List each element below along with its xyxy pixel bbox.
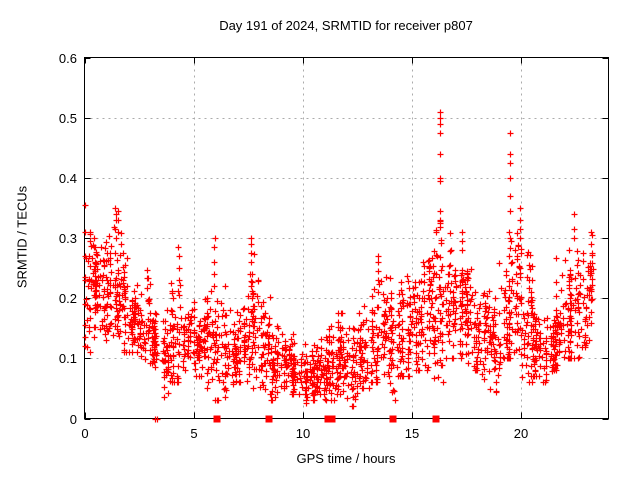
- flag-square-marker: [324, 415, 332, 423]
- flag-square-marker: [265, 415, 273, 423]
- y-tick-label: 0.3: [58, 231, 77, 246]
- chart-title: Day 191 of 2024, SRMTID for receiver p80…: [219, 18, 473, 33]
- x-axis-title: GPS time / hours: [296, 451, 396, 466]
- flag-square-marker: [389, 415, 397, 423]
- x-tick-label: 0: [81, 426, 89, 441]
- y-tick-label: 0.6: [58, 51, 77, 66]
- flag-square-marker: [328, 415, 336, 423]
- y-tick-label: 0.5: [58, 111, 77, 126]
- axis-ticks: [84, 57, 609, 420]
- x-tick-label: 10: [295, 426, 311, 441]
- y-tick-label: 0.2: [58, 291, 77, 306]
- x-tick-label: 20: [513, 426, 529, 441]
- x-tick-label: 15: [404, 426, 420, 441]
- y-tick-label: 0.4: [58, 171, 77, 186]
- flag-points: [213, 415, 440, 423]
- scatter-points: [82, 109, 597, 423]
- x-tick-label: 5: [190, 426, 198, 441]
- flag-square-marker: [213, 415, 221, 423]
- y-tick-label: 0: [69, 412, 77, 427]
- y-tick-label: 0.1: [58, 351, 77, 366]
- flag-square-marker: [432, 415, 440, 423]
